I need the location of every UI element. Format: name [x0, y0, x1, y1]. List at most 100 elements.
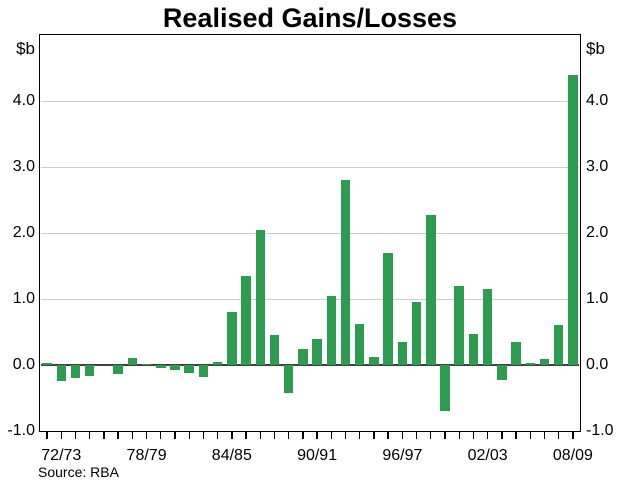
x-axis-tick: [188, 432, 190, 439]
x-axis-tick: [458, 432, 460, 439]
x-axis-tick: [501, 432, 503, 439]
bar: [84, 365, 95, 376]
y-tick-label-right: 4.0: [586, 92, 609, 109]
y-axis-unit-right: $b: [586, 39, 605, 58]
bar: [397, 341, 408, 365]
x-axis-tick: [401, 432, 404, 439]
y-tick-label-right: 0.0: [586, 356, 609, 373]
bar: [511, 341, 521, 365]
y-axis-unit-left: $b: [16, 39, 35, 58]
bar: [454, 285, 464, 365]
x-tick-label: 72/73: [41, 447, 82, 464]
bar: [568, 74, 578, 365]
x-axis-tick: [330, 432, 332, 439]
bar: [283, 365, 294, 393]
y-tick-label-right: -1.0: [586, 422, 614, 439]
x-axis-tick: [287, 432, 290, 439]
bar: [127, 358, 138, 365]
bar: [383, 252, 393, 365]
bar: [184, 365, 194, 373]
zero-line: [41, 364, 579, 366]
bar: [326, 295, 337, 365]
x-axis-tick: [160, 432, 162, 439]
x-tick-label: 90/91: [297, 447, 338, 464]
plot-area-border: [39, 34, 581, 432]
bar: [525, 363, 535, 365]
x-axis-tick: [373, 432, 375, 439]
bar: [468, 333, 479, 365]
x-tick-label: 96/97: [382, 447, 423, 464]
bar: [70, 365, 81, 379]
x-axis-tick: [89, 432, 91, 439]
y-tick-label-left: -1.0: [7, 422, 35, 439]
x-axis-tick: [259, 432, 261, 439]
bar: [141, 363, 152, 365]
x-axis-tick: [131, 432, 134, 439]
x-axis-tick: [415, 432, 418, 439]
x-axis-tick: [572, 432, 574, 439]
bar: [170, 365, 180, 370]
x-tick-label: 84/85: [211, 447, 252, 464]
y-tick-label-left: 3.0: [12, 158, 35, 175]
bar: [198, 365, 209, 377]
x-axis-tick: [202, 432, 205, 439]
bar: [269, 335, 280, 365]
x-axis-tick: [515, 432, 517, 439]
gridline: [41, 167, 579, 169]
gridline: [41, 233, 579, 235]
x-axis-tick: [359, 432, 361, 439]
x-axis-tick: [74, 432, 77, 439]
bar: [411, 302, 422, 365]
source-note: Source: RBA: [38, 464, 119, 480]
bar: [227, 312, 237, 365]
bar: [497, 365, 507, 380]
x-axis-tick: [344, 432, 347, 439]
x-axis-tick: [174, 432, 176, 439]
y-tick-label-left: 1.0: [12, 290, 35, 307]
bar: [212, 361, 223, 365]
x-axis-tick: [273, 432, 276, 439]
x-axis-tick: [231, 432, 233, 439]
x-axis-tick: [216, 432, 219, 439]
bar: [56, 365, 67, 381]
x-tick-label: 08/09: [552, 447, 593, 464]
bar: [354, 324, 365, 365]
bar: [156, 365, 166, 368]
y-tick-label-right: 3.0: [586, 158, 609, 175]
bar: [553, 325, 564, 365]
bar: [369, 357, 379, 365]
x-axis-tick: [145, 432, 148, 439]
chart-title: Realised Gains/Losses: [162, 3, 458, 33]
bar: [426, 214, 436, 365]
y-tick-label-left: 0.0: [12, 356, 35, 373]
x-tick-label: 02/03: [467, 447, 508, 464]
y-tick-label-right: 2.0: [586, 224, 609, 241]
x-axis-tick: [543, 432, 546, 439]
bar: [539, 359, 550, 365]
x-axis-tick: [472, 432, 475, 439]
x-tick-label: 78/79: [126, 447, 167, 464]
y-tick-label-left: 2.0: [12, 224, 35, 241]
gridline: [41, 101, 579, 103]
bar: [42, 363, 52, 365]
x-axis-tick: [444, 432, 446, 439]
x-axis-tick: [316, 432, 318, 439]
x-axis-tick: [117, 432, 119, 439]
x-axis-tick: [486, 432, 489, 439]
x-axis-tick: [103, 432, 105, 439]
x-axis-tick: [60, 432, 62, 439]
x-axis-tick: [557, 432, 560, 439]
x-axis-tick: [245, 432, 247, 439]
bar: [255, 229, 265, 365]
bar: [312, 338, 322, 365]
gridline: [41, 299, 579, 301]
bar: [440, 365, 450, 412]
bar: [340, 180, 351, 365]
bar: [241, 275, 251, 365]
bar: [482, 289, 493, 365]
x-axis-tick: [302, 432, 304, 439]
bar: [298, 349, 308, 365]
x-axis-tick: [529, 432, 531, 439]
y-tick-label-right: 1.0: [586, 290, 609, 307]
bar: [113, 365, 123, 374]
